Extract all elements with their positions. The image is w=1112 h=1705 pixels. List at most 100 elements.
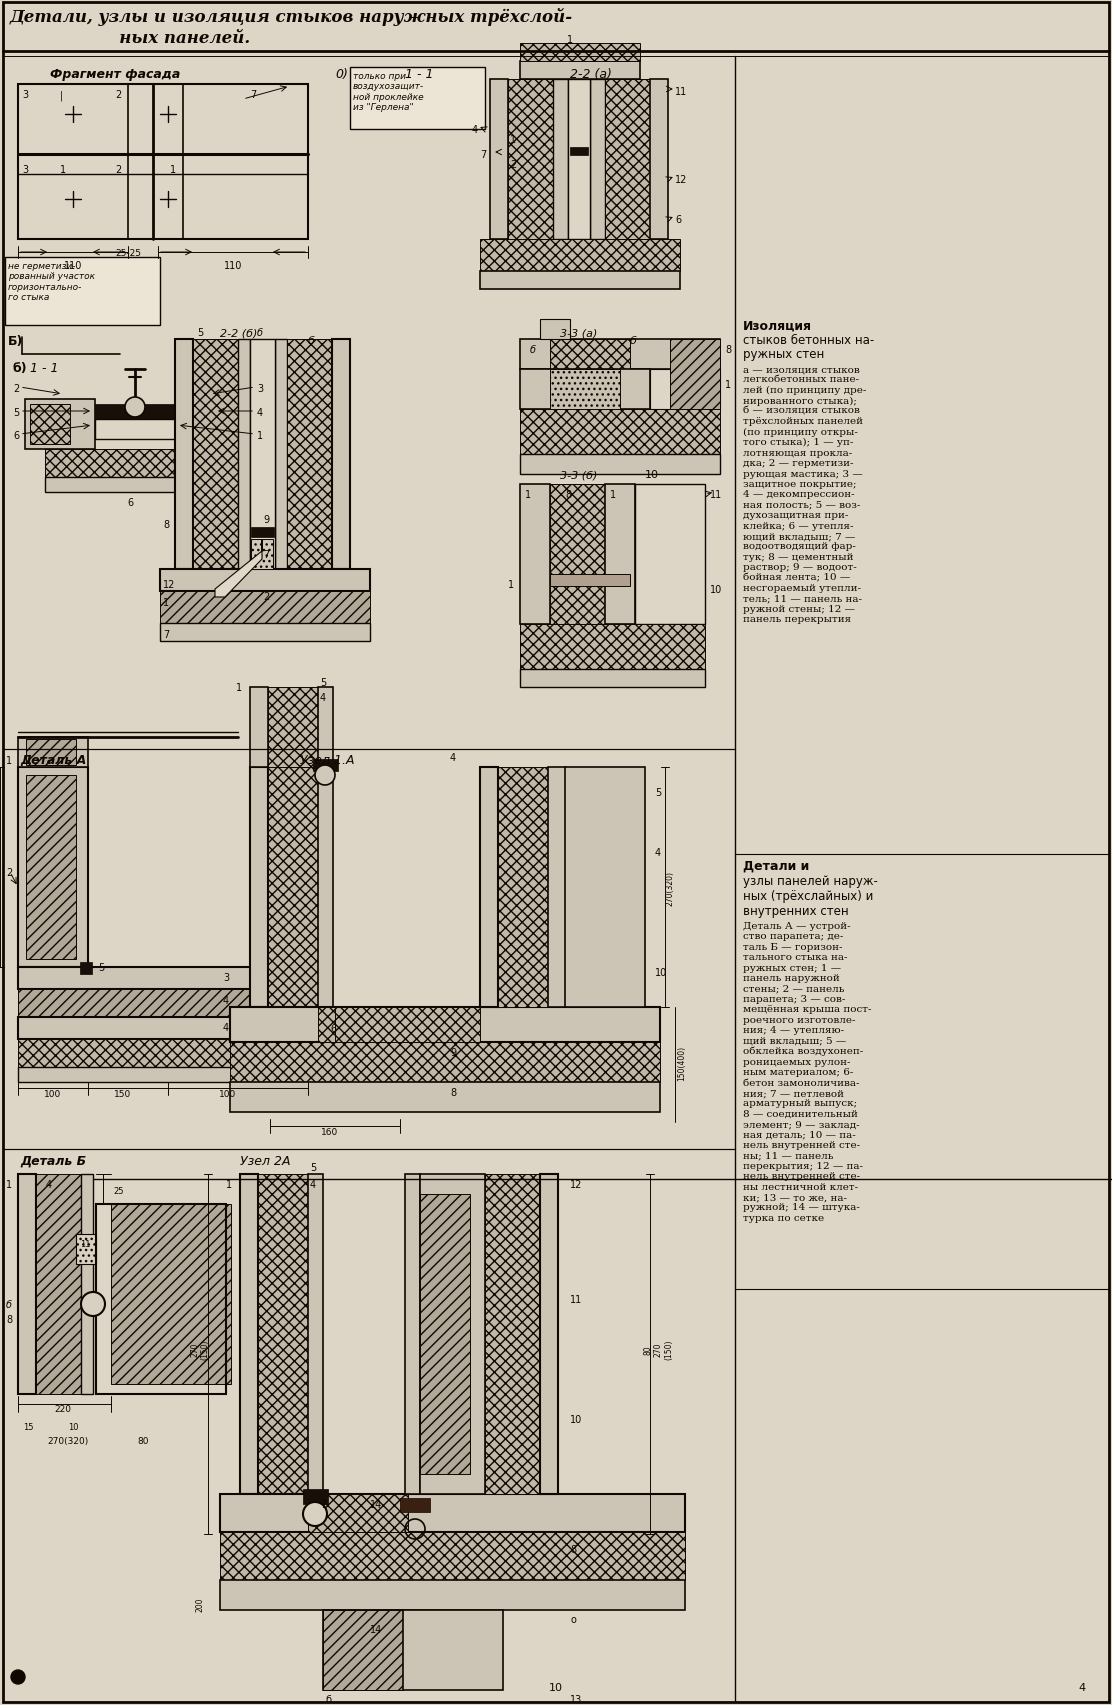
Text: 7: 7 (250, 90, 256, 101)
Circle shape (125, 397, 145, 418)
Text: 2: 2 (13, 384, 19, 394)
Bar (520, 409, 719, 455)
Bar (44, 477, 225, 493)
Text: 6: 6 (13, 431, 19, 440)
Text: 2: 2 (264, 592, 269, 602)
Text: 5: 5 (197, 327, 203, 338)
Bar (180, 404, 220, 445)
Bar (18, 738, 88, 767)
Text: 10: 10 (645, 469, 659, 479)
Bar (26, 776, 76, 960)
Text: Изоляция: Изоляция (743, 321, 812, 332)
Text: 5: 5 (13, 407, 19, 418)
Text: б: б (325, 1695, 331, 1703)
Bar (520, 339, 719, 370)
Text: 12: 12 (675, 176, 687, 184)
Bar (4, 257, 160, 326)
Bar (651, 370, 719, 409)
Bar (335, 1008, 480, 1042)
Text: 150(400): 150(400) (677, 1045, 686, 1079)
Text: 8: 8 (565, 489, 572, 500)
Text: 8: 8 (6, 1315, 12, 1325)
Text: 1: 1 (567, 36, 573, 44)
Text: Б): Б) (8, 334, 23, 348)
Text: 80: 80 (137, 1436, 149, 1446)
Bar (635, 484, 705, 624)
Bar (160, 569, 370, 592)
Text: 7: 7 (320, 1499, 326, 1509)
Bar (498, 767, 548, 1008)
Text: 1: 1 (510, 135, 516, 145)
Text: 4: 4 (224, 1023, 229, 1033)
Bar (485, 1175, 540, 1494)
Text: 1: 1 (60, 165, 66, 176)
Text: 12: 12 (570, 1180, 583, 1190)
Text: узлы панелей наруж-: узлы панелей наруж- (743, 875, 877, 888)
Bar (193, 339, 238, 569)
Text: 5: 5 (98, 962, 105, 972)
Text: Деталь Б: Деталь Б (20, 1154, 86, 1168)
Text: 2: 2 (510, 160, 516, 171)
Bar (553, 80, 568, 240)
Bar (671, 339, 719, 409)
Text: 11: 11 (570, 1294, 583, 1304)
Text: 1: 1 (236, 682, 242, 692)
Bar (540, 321, 570, 339)
Circle shape (11, 1669, 24, 1685)
Text: 1: 1 (257, 431, 264, 440)
Bar (18, 989, 308, 1018)
Text: только при
воздухозащит-
ной проклейке
из "Герлена": только при воздухозащит- ной проклейке и… (353, 72, 424, 113)
Bar (350, 68, 485, 130)
Text: б: б (6, 1299, 12, 1309)
Text: 3: 3 (22, 165, 28, 176)
Bar (322, 1610, 403, 1690)
Bar (230, 1042, 661, 1083)
Bar (18, 1175, 36, 1395)
Bar (275, 339, 287, 569)
Bar (80, 962, 92, 975)
Text: а — изоляция стыков
легкобетонных пане-
лей (по принципу дре-
нированного стыка): а — изоляция стыков легкобетонных пане- … (743, 365, 866, 624)
Text: 3: 3 (257, 384, 264, 394)
Text: 1: 1 (6, 755, 12, 766)
Bar (420, 1194, 470, 1475)
Text: 1: 1 (170, 165, 176, 176)
Text: 10: 10 (655, 967, 667, 977)
Text: 160: 160 (321, 1127, 339, 1136)
Bar (18, 767, 88, 967)
Bar (550, 484, 605, 624)
Text: стыков бетонных на-: стыков бетонных на- (743, 334, 874, 346)
Text: Фрагмент фасада: Фрагмент фасада (50, 68, 180, 80)
Bar (308, 1175, 322, 1494)
Text: ных панелей.: ных панелей. (10, 31, 250, 48)
Bar (508, 80, 553, 240)
Text: 3: 3 (224, 972, 229, 982)
Bar (318, 687, 332, 767)
Text: 110: 110 (63, 261, 82, 271)
Text: 2-2 (а): 2-2 (а) (570, 68, 612, 80)
Bar (44, 450, 225, 477)
Bar (240, 1175, 258, 1494)
Bar (520, 44, 641, 61)
Text: 1 - 1: 1 - 1 (405, 68, 434, 80)
Text: 10: 10 (570, 1413, 583, 1424)
Text: |: | (60, 90, 63, 101)
Bar (287, 339, 332, 569)
Text: 10: 10 (549, 1683, 563, 1691)
Bar (490, 80, 508, 240)
Bar (258, 1175, 308, 1494)
Bar (520, 455, 719, 474)
Text: 4: 4 (450, 752, 456, 762)
Bar (18, 967, 308, 989)
Bar (95, 404, 175, 419)
Text: 6: 6 (127, 498, 133, 508)
Text: 4: 4 (46, 1180, 52, 1190)
Text: 8: 8 (570, 1545, 576, 1553)
Bar (18, 1040, 308, 1067)
Text: 4: 4 (471, 124, 478, 135)
Text: 1: 1 (163, 598, 169, 607)
Text: 7: 7 (264, 549, 269, 559)
Bar (250, 687, 268, 767)
Text: 4: 4 (655, 847, 662, 858)
Bar (403, 1610, 503, 1690)
Bar (81, 1175, 93, 1395)
